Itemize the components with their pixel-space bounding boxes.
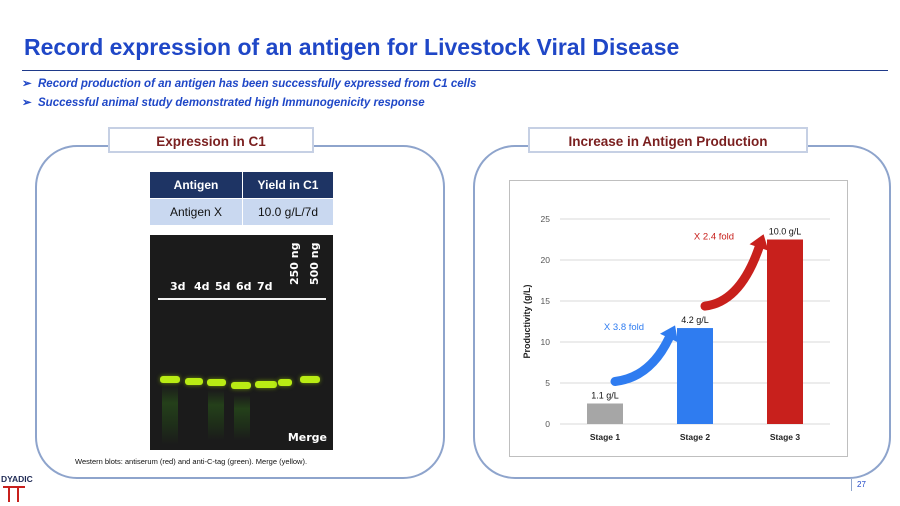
lane-label: 7d [257, 280, 273, 293]
table-cell: 10.0 g/L/7d [242, 198, 333, 225]
y-tick-label: 20 [541, 255, 551, 265]
protein-band [255, 381, 277, 388]
protein-band [185, 378, 203, 385]
logo-text: DYADIC [1, 474, 33, 484]
blot-divider [158, 298, 326, 300]
table-header-cell: Yield in C1 [242, 172, 333, 199]
fold-change-label: X 3.8 fold [604, 322, 644, 333]
bullet-list: ➢ Record production of an antigen has bee… [22, 75, 476, 113]
dyadic-logo: DYADIC [1, 474, 33, 502]
bar [677, 328, 713, 424]
protein-band [160, 376, 180, 383]
bar-data-label: 4.2 g/L [681, 315, 709, 325]
protein-band [300, 376, 320, 383]
table-header-cell: Antigen [150, 172, 243, 199]
bullet-text: Successful animal study demonstrated hig… [38, 97, 425, 109]
yield-table: Antigen Yield in C1 Antigen X 10.0 g/L/7… [150, 172, 333, 225]
y-tick-label: 15 [541, 296, 551, 306]
protein-band [278, 379, 292, 386]
slide-title: Record expression of an antigen for Live… [24, 34, 680, 60]
y-tick-label: 5 [545, 378, 550, 388]
lane-smear [208, 390, 224, 440]
expression-panel-label: Expression in C1 [108, 127, 314, 153]
y-tick-label: 10 [541, 337, 551, 347]
bullet-text: Record production of an antigen has been… [38, 78, 477, 90]
bullet-item: ➢ Successful animal study demonstrated hi… [22, 94, 476, 113]
standard-label: 500 ng [308, 242, 321, 286]
blot-caption: Western blots: antiserum (red) and anti-… [75, 457, 308, 466]
bullet-item: ➢ Record production of an antigen has bee… [22, 75, 476, 94]
lane-label: 6d [236, 280, 252, 293]
lane-label: 4d [194, 280, 210, 293]
y-tick-label: 0 [545, 419, 550, 429]
standard-label: 250 ng [288, 242, 301, 286]
fold-arrow-head-icon [659, 325, 679, 343]
fold-arrow-head-icon [749, 234, 769, 251]
protein-band [231, 382, 251, 389]
arrow-bullet-icon: ➢ [22, 97, 32, 109]
fold-change-label: X 2.4 fold [694, 232, 734, 243]
table-cell: Antigen X [150, 198, 243, 225]
productivity-chart-svg: 0 5 10 15 20 25 Productivity (g/L) 1.1 g/L Stage… [522, 214, 830, 442]
x-tick-label: Stage 2 [680, 432, 711, 442]
antigen-production-panel-label: Increase in Antigen Production [528, 127, 808, 153]
western-blot-image: 3d 4d 5d 6d 7d 250 ng 500 ng Merge [150, 235, 333, 450]
fold-arrow [700, 243, 764, 311]
lane-smear [162, 385, 178, 445]
table-row: Antigen X 10.0 g/L/7d [150, 198, 333, 225]
bar [587, 403, 623, 424]
x-tick-label: Stage 1 [590, 432, 621, 442]
title-divider [22, 70, 888, 71]
x-tick-label: Stage 3 [770, 432, 801, 442]
y-axis-label: Productivity (g/L) [522, 284, 532, 358]
bar [767, 239, 803, 424]
arrow-bullet-icon: ➢ [22, 78, 32, 90]
lane-label: 3d [170, 280, 186, 293]
lane-label: 5d [215, 280, 231, 293]
merge-label: Merge [287, 431, 327, 444]
productivity-chart: 0 5 10 15 20 25 Productivity (g/L) 1.1 g/L Stage… [509, 180, 848, 457]
bar-data-label: 10.0 g/L [769, 227, 802, 237]
page-number: 27 [857, 480, 866, 489]
bar-data-label: 1.1 g/L [591, 391, 619, 401]
protein-band [207, 379, 226, 386]
y-tick-label: 25 [541, 214, 551, 224]
fold-arrow [610, 333, 674, 386]
table-header-row: Antigen Yield in C1 [150, 172, 333, 199]
lane-smear [234, 395, 250, 440]
page-divider [851, 479, 852, 491]
